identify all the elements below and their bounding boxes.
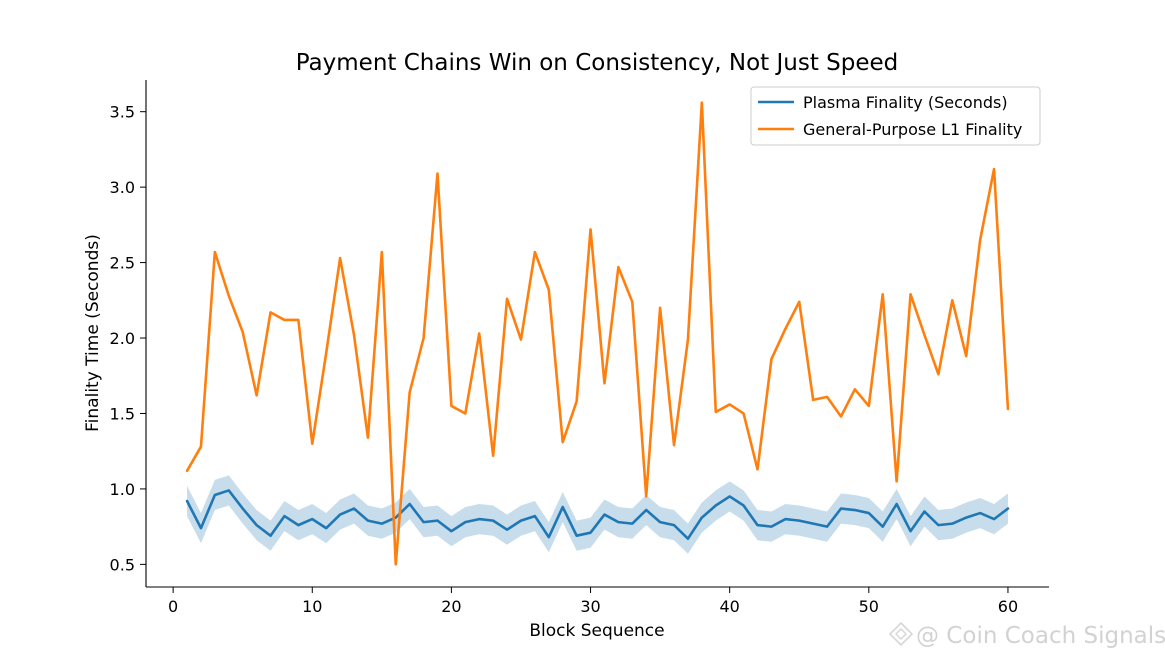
x-tick-label: 0	[168, 597, 178, 616]
watermark-text: @ Coin Coach Signals	[916, 623, 1165, 649]
legend: Plasma Finality (Seconds) General-Purpos…	[750, 86, 1041, 146]
x-tick-label: 30	[580, 597, 600, 616]
x-tick-label: 20	[441, 597, 461, 616]
y-axis-label: Finality Time (Seconds)	[83, 234, 103, 432]
y-tick-label: 2.5	[110, 254, 135, 273]
x-tick-label: 60	[998, 597, 1018, 616]
series-layer	[185, 101, 1010, 566]
x-tick-label: 10	[302, 597, 322, 616]
plasma-confidence-band	[187, 475, 1008, 554]
legend-label-general-l1: General-Purpose L1 Finality	[803, 120, 1022, 139]
general-l1-finality-line	[185, 101, 1010, 566]
chart-title: Payment Chains Win on Consistency, Not J…	[296, 50, 899, 76]
watermark: @ Coin Coach Signals	[888, 621, 1165, 649]
y-tick-label: 1.5	[110, 404, 135, 423]
x-axis-ticks: 0 10 20 30 40 50 60	[168, 587, 1018, 616]
diamond-logo-icon	[888, 621, 914, 647]
plasma-confidence-band-layer	[187, 475, 1008, 554]
x-axis-label: Block Sequence	[529, 621, 664, 641]
legend-label-plasma: Plasma Finality (Seconds)	[803, 93, 1008, 112]
x-tick-label: 50	[859, 597, 879, 616]
y-tick-label: 1.0	[110, 480, 135, 499]
legend-frame	[750, 86, 1041, 146]
y-tick-label: 3.5	[110, 103, 135, 122]
plasma-finality-line	[185, 489, 1010, 541]
y-tick-label: 3.0	[110, 178, 135, 197]
y-tick-label: 2.0	[110, 329, 135, 348]
y-tick-label: 0.5	[110, 555, 135, 574]
x-tick-label: 40	[720, 597, 740, 616]
y-axis-ticks: 0.5 1.0 1.5 2.0 2.5 3.0 3.5	[110, 103, 146, 574]
